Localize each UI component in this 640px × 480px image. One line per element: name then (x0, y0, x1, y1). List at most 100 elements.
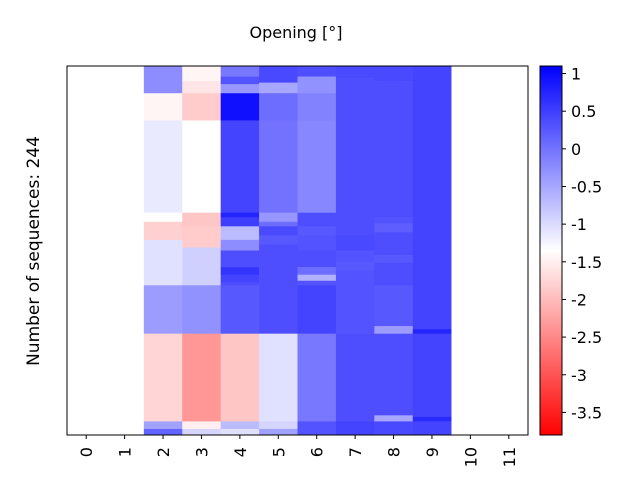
colorbar (539, 65, 563, 436)
heatmap-cell (182, 66, 221, 82)
heatmap-cell (143, 93, 183, 121)
x-tick-label: 2 (154, 447, 173, 457)
x-tick-label: 6 (308, 447, 327, 457)
x-tick-label: 3 (192, 447, 211, 457)
heatmap-cell (374, 333, 414, 416)
heatmap-cell (335, 262, 375, 271)
chart-title: Opening [°] (249, 23, 342, 42)
heatmap-cell (220, 93, 260, 121)
heatmap-cell (220, 250, 260, 268)
heatmap-cell (374, 81, 414, 218)
colorbar-tick-label: 1 (571, 65, 581, 84)
heatmap-cell (297, 280, 337, 286)
heatmap-cell (374, 66, 414, 82)
heatmap-cell (259, 221, 298, 227)
heatmap-cell (220, 282, 260, 286)
heatmap-cell (335, 421, 375, 436)
heatmap-cell (374, 415, 414, 422)
heatmap-cell (412, 66, 452, 330)
heatmap-cell (143, 421, 183, 430)
heatmap-cell (220, 66, 260, 77)
heatmap-cell (297, 333, 337, 422)
heatmap-cell (297, 250, 337, 268)
heatmap-cell (182, 93, 221, 121)
heatmap-cell (143, 66, 183, 94)
heatmap-cell (182, 285, 221, 334)
heatmap-cell (220, 274, 260, 283)
colorbar-ticks: 1 0.5 0 -0.5 -1 -1.5 -2 -2.5 -3 -3.5 (562, 65, 602, 422)
heatmap-cell (182, 421, 221, 430)
heatmap-cell (259, 428, 298, 436)
colorbar-tick-label: -3.5 (571, 403, 602, 422)
heatmap-cell (335, 333, 375, 422)
colorbar-tick-label: -2.5 (571, 328, 602, 347)
heatmap-cell (374, 255, 414, 263)
colorbar-tick-label: -1 (571, 215, 587, 234)
heatmap-cell (220, 267, 260, 275)
heatmap-cell (297, 421, 337, 436)
heatmap-cell (297, 285, 337, 334)
heatmap-cell (412, 329, 452, 334)
heatmap-cell (259, 226, 298, 236)
heatmap-cell (335, 250, 375, 263)
colorbar-tick-label: -2 (571, 290, 587, 309)
colorbar-tick-label: -3 (571, 366, 587, 385)
y-axis-label: Number of sequences: 244 (24, 136, 44, 366)
heatmap-cell (297, 212, 337, 227)
heatmap-cell (182, 81, 221, 94)
heatmap-cell (220, 226, 260, 241)
heatmap-cell (297, 120, 337, 213)
heatmap-cell (220, 217, 260, 227)
heatmap-cell (259, 82, 298, 94)
heatmap-cell (335, 285, 375, 334)
heatmap-cell (143, 221, 183, 241)
heatmap-cell (297, 66, 337, 77)
heatmap-cell (374, 326, 414, 334)
x-tick-label: 11 (500, 447, 519, 467)
heatmap-cell (143, 428, 183, 436)
colorbar-tick-label: 0.5 (571, 102, 596, 121)
heatmap-cell (143, 239, 183, 286)
heatmap-cell (259, 285, 298, 334)
heatmap-cell (259, 93, 298, 121)
x-axis-ticks: 0 1 2 3 4 5 6 7 8 9 10 11 (77, 435, 519, 467)
heatmap-cell (220, 421, 260, 430)
colorbar-tick-label: 0 (571, 140, 581, 159)
x-tick-label: 5 (269, 447, 288, 457)
x-tick-label: 8 (385, 447, 404, 457)
heatmap-cell (259, 421, 298, 430)
heatmap-cell (374, 421, 414, 436)
heatmap-cell (259, 66, 298, 83)
heatmap-cell (220, 120, 260, 213)
heatmap-cell (220, 285, 260, 334)
heatmap-cell (182, 428, 221, 436)
x-tick-label: 1 (116, 447, 135, 457)
heatmap-cell (335, 235, 375, 251)
heatmap-cell (220, 76, 260, 85)
heatmap-cell (182, 226, 221, 248)
heatmap-cell (143, 212, 183, 223)
heatmap-cell (297, 235, 337, 251)
heatmap-cell (259, 235, 298, 245)
heatmap-cell (143, 333, 183, 422)
heatmap-cell (412, 421, 452, 436)
heatmap-cell (220, 212, 260, 218)
heatmap-cell (259, 244, 298, 286)
x-tick-label: 9 (423, 447, 442, 457)
heatmap-cell (335, 78, 375, 213)
heatmap-cell (220, 333, 260, 422)
x-tick-label: 4 (231, 447, 250, 457)
colorbar-tick-label: -1.5 (571, 253, 602, 272)
heatmap-cell (259, 212, 298, 223)
heatmap-cell (182, 247, 221, 286)
heatmap-cell (297, 274, 337, 282)
plot-frame (66, 65, 529, 436)
heatmap-cell (374, 223, 414, 233)
heatmap-cell (374, 285, 414, 327)
heatmap-cell (335, 270, 375, 286)
x-tick-label: 10 (461, 447, 480, 467)
heatmap-cell (182, 212, 221, 227)
heatmap-cell (182, 333, 221, 422)
heatmap-cell (259, 333, 298, 422)
